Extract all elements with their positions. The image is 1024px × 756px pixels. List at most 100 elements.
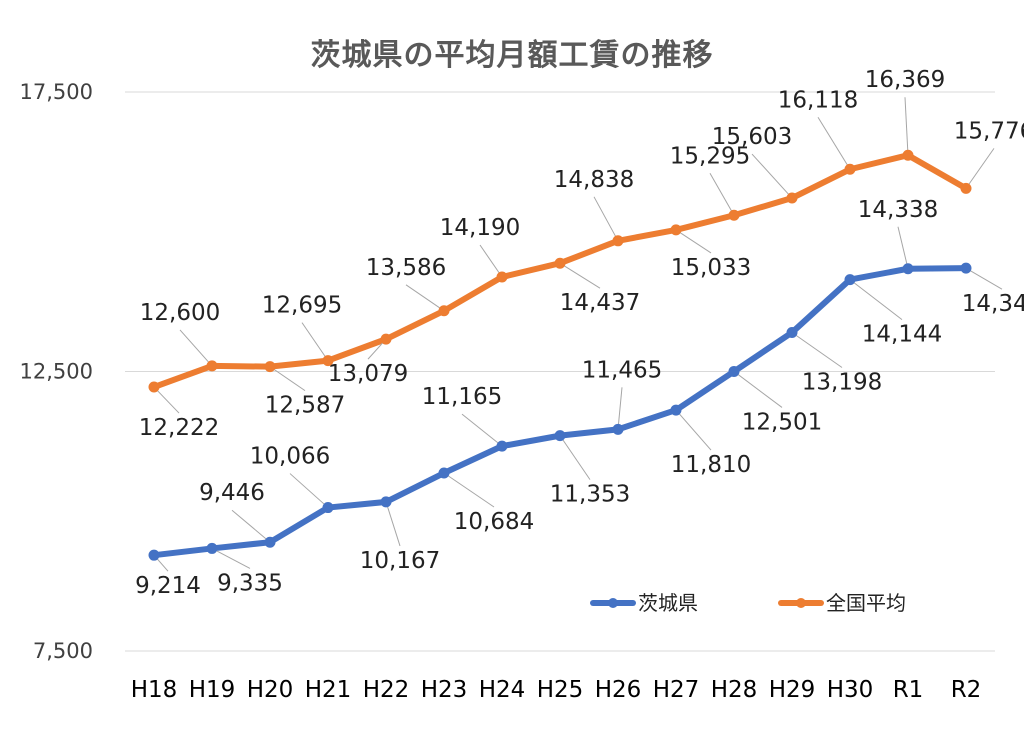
leader-line [733, 371, 783, 408]
data-point [670, 224, 682, 236]
x-tick-label: H27 [653, 677, 700, 703]
data-point [786, 326, 798, 338]
data-label: 10,167 [360, 548, 440, 574]
data-point [728, 209, 740, 221]
data-label: 12,501 [742, 409, 822, 435]
data-point [960, 182, 972, 194]
data-label: 16,369 [865, 67, 945, 93]
x-tick-label: H21 [305, 677, 352, 703]
leader-line [675, 229, 712, 254]
leader-line [559, 435, 591, 480]
data-point [438, 467, 450, 479]
data-label: 13,079 [328, 361, 408, 387]
data-point [902, 149, 914, 161]
data-label: 10,684 [454, 509, 534, 535]
data-point [496, 271, 508, 283]
data-label: 9,335 [217, 570, 283, 596]
data-point [380, 496, 392, 508]
data-label: 11,810 [671, 452, 751, 478]
data-label: 15,033 [671, 255, 751, 281]
x-tick-label: H18 [131, 677, 178, 703]
data-label: 14,838 [554, 167, 634, 193]
data-point [148, 381, 160, 393]
data-label: 16,118 [778, 87, 858, 113]
data-point [206, 542, 218, 554]
x-tick-label: H22 [363, 677, 410, 703]
leader-line [965, 148, 995, 189]
x-tick-label: H20 [247, 677, 294, 703]
data-label: 12,587 [265, 393, 345, 419]
x-tick-label: H25 [537, 677, 584, 703]
leader-line [289, 473, 329, 508]
leader-line [791, 332, 843, 368]
leader-line [817, 116, 851, 170]
data-label: 15,295 [670, 143, 750, 169]
data-label: 11,465 [582, 357, 662, 383]
data-label: 14,190 [440, 215, 520, 241]
leader-line [675, 409, 712, 451]
data-point [380, 333, 392, 345]
data-point [728, 365, 740, 377]
leader-line [751, 153, 793, 199]
x-tick-label: H19 [189, 677, 236, 703]
data-label: 11,165 [422, 384, 502, 410]
leader-line [179, 329, 213, 367]
y-tick-label: 17,500 [20, 80, 93, 104]
data-point [554, 257, 566, 269]
leader-line [849, 279, 903, 320]
data-point [670, 404, 682, 416]
leader-line [385, 501, 401, 547]
leader-line [461, 413, 503, 447]
leader-line [709, 173, 735, 216]
data-label: 12,600 [140, 300, 220, 326]
leader-line [443, 472, 495, 508]
legend-marker-0 [608, 598, 618, 608]
data-point [438, 305, 450, 317]
x-tick-label: H24 [479, 677, 526, 703]
chart-title: 茨城県の平均月額工賃の推移 [310, 38, 714, 73]
leader-line [559, 262, 601, 289]
data-point [612, 235, 624, 247]
x-tick-label: H29 [769, 677, 816, 703]
data-point [322, 502, 334, 514]
data-point [786, 192, 798, 204]
legend-marker-1 [796, 598, 806, 608]
leader-line [301, 322, 329, 361]
leader-line [231, 509, 271, 543]
data-point [264, 361, 276, 373]
leader-line [593, 196, 619, 242]
data-label: 11,353 [550, 482, 630, 508]
data-label: 9,446 [199, 480, 265, 506]
x-tick-label: H26 [595, 677, 642, 703]
leader-line [269, 366, 306, 392]
y-tick-label: 12,500 [20, 360, 93, 384]
leader-line [965, 267, 1003, 290]
leader-line [479, 244, 503, 278]
leader-line [904, 97, 909, 156]
data-label: 13,198 [802, 369, 882, 395]
data-label: 12,222 [139, 415, 219, 441]
data-point [148, 549, 160, 561]
data-point [844, 163, 856, 175]
data-label: 9,214 [135, 573, 201, 599]
data-point [496, 440, 508, 452]
data-point [554, 430, 566, 442]
leader-line [153, 386, 180, 414]
x-tick-label: R2 [951, 677, 982, 703]
data-point [206, 360, 218, 372]
x-tick-label: H30 [827, 677, 874, 703]
legend-label-1: 全国平均 [826, 591, 906, 615]
data-point [322, 355, 334, 367]
leader-line [405, 284, 445, 312]
data-label: 10,066 [250, 444, 330, 470]
y-tick-label: 7,500 [33, 639, 93, 663]
leader-line [897, 226, 909, 269]
x-tick-label: H28 [711, 677, 758, 703]
data-point [264, 536, 276, 548]
data-label: 14,338 [858, 197, 938, 223]
data-label: 14,349 [962, 291, 1024, 317]
data-point [960, 262, 972, 274]
data-label: 12,695 [262, 293, 342, 319]
legend-label-0: 茨城県 [638, 591, 698, 615]
